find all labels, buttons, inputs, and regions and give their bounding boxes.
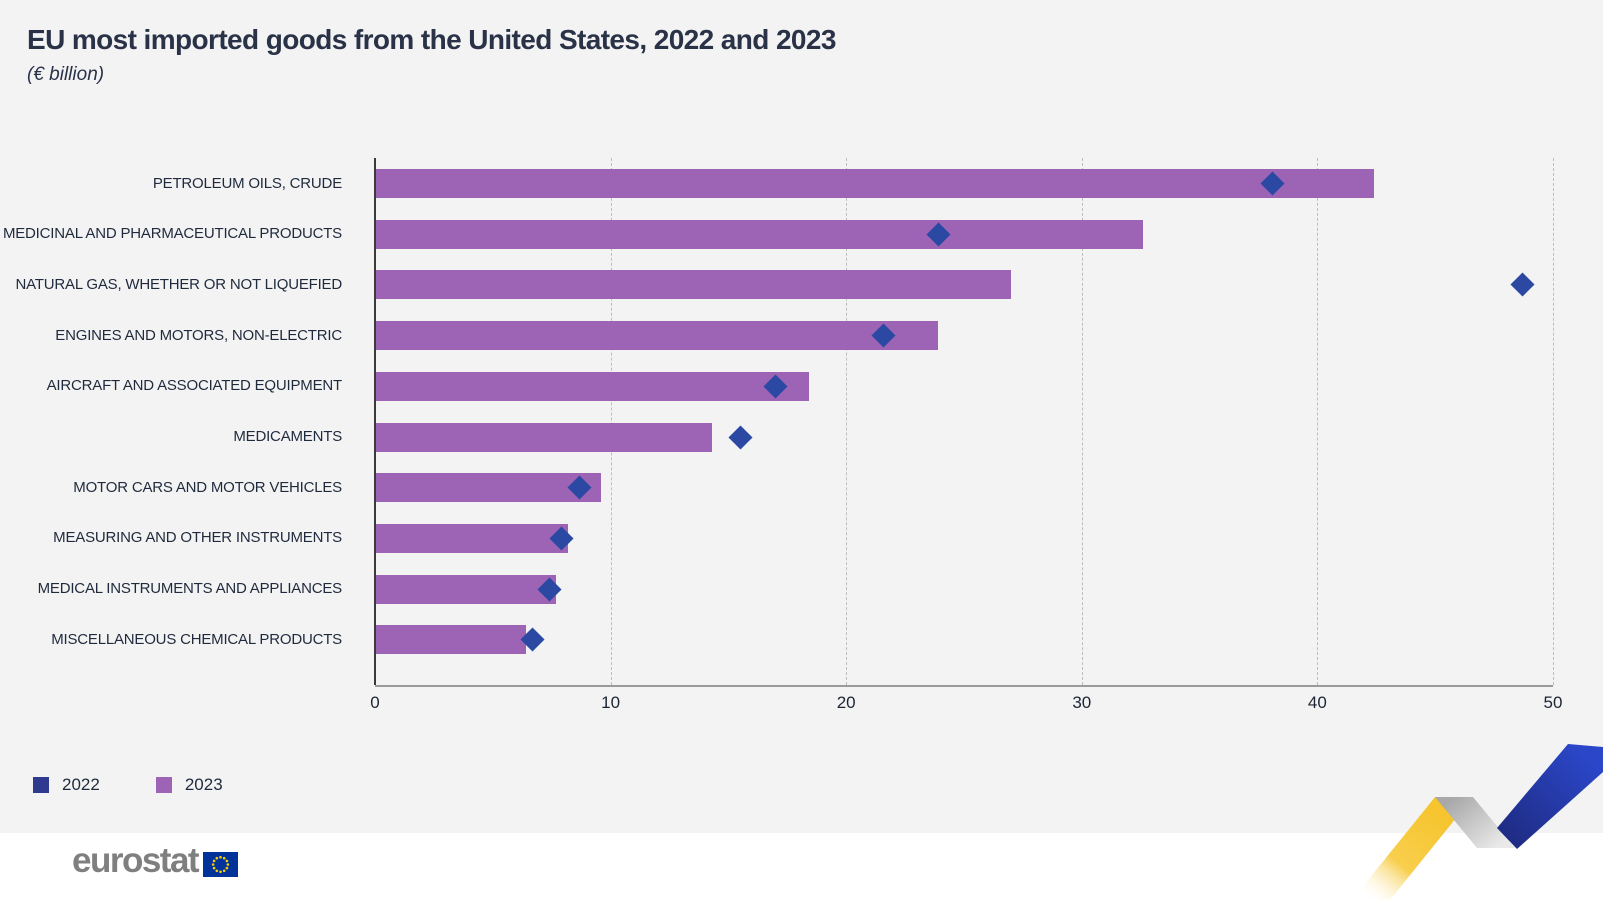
gridline-20	[846, 158, 848, 685]
bar-2023	[375, 422, 712, 452]
legend-label-2022: 2022	[62, 775, 100, 794]
legend-item-2023: 2023	[155, 775, 223, 795]
chart-legend: 2022 2023	[33, 775, 223, 795]
decorative-ribbon-graphic	[1352, 744, 1603, 900]
x-tick-label: 10	[601, 693, 621, 712]
category-label: NATURAL GAS, WHETHER OR NOT LIQUEFIED	[15, 275, 342, 293]
bar-2023	[375, 321, 939, 351]
y-axis-line	[374, 158, 376, 685]
category-label: PETROLEUM OILS, CRUDE	[152, 174, 342, 192]
bar-chart: PETROLEUM OILS, CRUDE MEDICINAL AND PHARM…	[2, 158, 1563, 712]
chart-unit-subtitle: (€ billion)	[27, 64, 105, 85]
legend-item-2022: 2022	[33, 775, 100, 795]
x-tick-label: 0	[370, 693, 380, 712]
category-label: MOTOR CARS AND MOTOR VEHICLES	[73, 478, 342, 496]
bar-2023	[375, 625, 526, 655]
bar-2023	[375, 523, 569, 553]
gridline-30	[1081, 158, 1083, 685]
page-title: EU most imported goods from the United S…	[27, 24, 836, 55]
gridline-40	[1317, 158, 1319, 685]
legend-swatch-2023	[155, 777, 172, 793]
category-label: MEDICAMENTS	[233, 428, 342, 445]
x-tick-label: 30	[1072, 693, 1092, 712]
x-axis-line	[375, 685, 1553, 687]
bar-2023	[375, 219, 1144, 249]
category-label: MEDICINAL AND PHARMACEUTICAL PRODUCTS	[2, 225, 342, 243]
eurostat-logo: eurostat	[72, 841, 239, 881]
footer-strip	[0, 833, 1603, 900]
x-tick-label: 20	[836, 693, 856, 712]
eu-flag-icon	[203, 851, 239, 877]
category-label: ENGINES AND MOTORS, NON-ELECTRIC	[55, 326, 342, 344]
category-label: MEASURING AND OTHER INSTRUMENTS	[53, 529, 342, 547]
bar-2023	[375, 574, 557, 604]
x-tick-label: 40	[1307, 693, 1327, 712]
legend-swatch-2022	[33, 777, 49, 793]
legend-label-2023: 2023	[184, 775, 223, 794]
eurostat-logo-text: eurostat	[72, 841, 200, 880]
chart-panel	[0, 0, 1603, 833]
bar-2023	[375, 473, 602, 503]
x-tick-label: 50	[1543, 693, 1563, 712]
marker-2022	[1510, 272, 1535, 297]
category-label: MEDICAL INSTRUMENTS AND APPLIANCES	[37, 580, 343, 598]
gridline-10	[610, 158, 612, 685]
bar-2023	[375, 169, 1374, 198]
bar-2023	[375, 371, 809, 401]
gridline-50	[1553, 158, 1554, 685]
category-label: MISCELLANEOUS CHEMICAL PRODUCTS	[51, 630, 342, 648]
bar-2023	[375, 270, 1012, 300]
marker-2022	[728, 424, 753, 450]
category-label: AIRCRAFT AND ASSOCIATED EQUIPMENT	[46, 377, 343, 395]
